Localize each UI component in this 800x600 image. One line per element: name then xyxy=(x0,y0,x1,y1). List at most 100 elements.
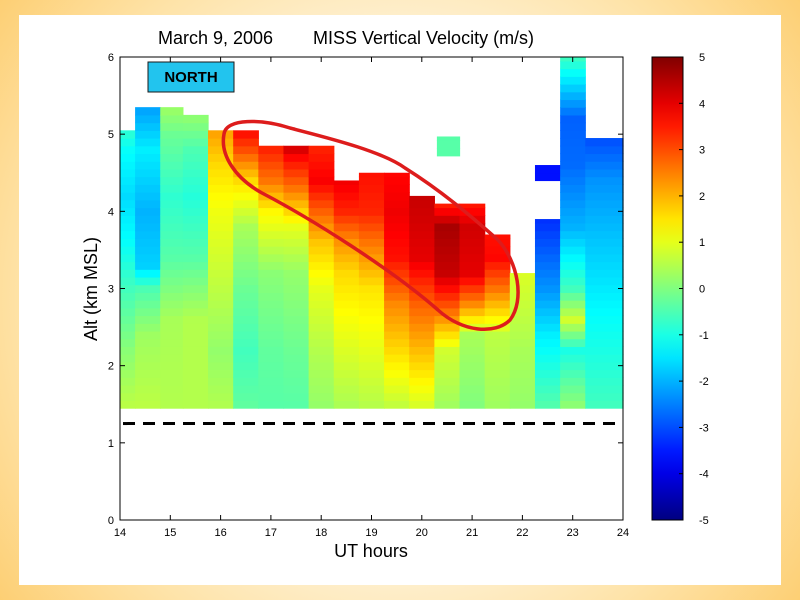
heatmap-cell xyxy=(160,392,184,401)
heatmap-cell xyxy=(434,369,461,378)
heatmap-cell xyxy=(409,199,435,209)
colorbar-tick-label: 1 xyxy=(699,237,705,249)
heatmap-cell xyxy=(233,230,259,239)
heatmap-cell xyxy=(160,261,184,270)
heatmap-cell xyxy=(283,330,310,340)
heatmap-cell xyxy=(459,354,486,363)
heatmap-cell xyxy=(560,138,586,147)
heatmap-cell xyxy=(560,284,586,293)
heatmap-cell xyxy=(283,346,310,355)
heatmap-cell xyxy=(283,292,310,301)
heatmap-cell xyxy=(585,238,624,247)
heatmap-cell xyxy=(384,215,410,224)
heatmap-cell xyxy=(160,114,184,124)
y-tick-label: 4 xyxy=(108,206,114,218)
heatmap-cell xyxy=(135,284,161,293)
heatmap-cell xyxy=(182,361,209,371)
heatmap-cell xyxy=(283,315,310,324)
heatmap-cell xyxy=(409,400,435,409)
heatmap-cell xyxy=(484,300,511,309)
heatmap-cell xyxy=(560,361,586,371)
heatmap-cell xyxy=(459,203,486,209)
heatmap-cell xyxy=(182,161,209,170)
heatmap-cell xyxy=(308,253,335,263)
heatmap-cell xyxy=(120,176,136,185)
heatmap-cell xyxy=(434,253,461,263)
heatmap-cell xyxy=(135,354,161,363)
heatmap-cell xyxy=(160,315,184,324)
heatmap-cell xyxy=(160,269,184,278)
heatmap-cell xyxy=(459,400,486,409)
x-tick-label: 24 xyxy=(617,527,629,539)
heatmap-cell xyxy=(258,400,285,409)
colorbar xyxy=(651,56,684,521)
heatmap-cell xyxy=(358,338,385,347)
heatmap-cell xyxy=(585,392,624,401)
heatmap-cell xyxy=(258,330,285,340)
heatmap-cell xyxy=(409,315,435,324)
heatmap-cell xyxy=(333,330,360,340)
heatmap-cell xyxy=(120,330,136,340)
heatmap-cell xyxy=(308,168,335,178)
heatmap-cell xyxy=(233,168,259,178)
colorbar-tick-label: -2 xyxy=(699,376,709,388)
heatmap-cell xyxy=(484,292,511,301)
heatmap-cell xyxy=(585,361,624,371)
x-tick-label: 19 xyxy=(365,527,377,539)
heatmap-cell xyxy=(135,307,161,317)
heatmap-cell xyxy=(182,253,209,263)
heatmap-cell xyxy=(534,172,561,182)
heatmap-cell xyxy=(409,369,435,378)
heatmap-cell xyxy=(182,246,209,255)
colorbar-ticks: 5 4 3 2 1 0 -1 -2 -3 -4 -5 xyxy=(679,52,709,527)
heatmap-cell xyxy=(258,369,285,378)
heatmap-cell xyxy=(120,145,136,155)
heatmap-cell xyxy=(534,219,561,224)
heatmap-cell xyxy=(283,230,310,239)
colorbar-tick-label: -4 xyxy=(699,469,709,481)
heatmap-cell xyxy=(585,207,624,216)
heatmap-cell xyxy=(384,199,410,209)
heatmap-cell xyxy=(534,253,561,263)
colorbar-tick-label: 5 xyxy=(699,52,705,64)
heatmap-cell xyxy=(208,222,234,232)
heatmap-cell xyxy=(283,392,310,401)
heatmap-cell xyxy=(160,384,184,394)
heatmap-cell xyxy=(560,68,586,77)
heatmap-cell xyxy=(333,354,360,363)
heatmap-cell xyxy=(384,246,410,255)
heatmap-cell xyxy=(358,238,385,247)
heatmap-cell xyxy=(182,354,209,363)
heatmap-cell xyxy=(258,377,285,386)
heatmap-cell xyxy=(160,369,184,378)
x-tick-label: 18 xyxy=(315,527,327,539)
heatmap-cell xyxy=(135,384,161,394)
heatmap-cell xyxy=(434,323,461,332)
heatmap-cell xyxy=(208,261,234,270)
heatmap-cell xyxy=(560,199,586,209)
heatmap-cell xyxy=(233,307,259,317)
heatmap-cell xyxy=(308,400,335,409)
heatmap-cell xyxy=(208,246,234,255)
heatmap-cell xyxy=(384,307,410,317)
heatmap-cell xyxy=(434,203,461,209)
heatmap-cell xyxy=(585,153,624,162)
heatmap-cell xyxy=(509,400,536,409)
heatmap-cell xyxy=(585,315,624,324)
heatmap-cell xyxy=(283,161,310,170)
heatmap-cell xyxy=(509,300,536,309)
heatmap-cell xyxy=(560,261,586,270)
heatmap-cell xyxy=(358,400,385,409)
heatmap-cell xyxy=(283,246,310,255)
heatmap-cell xyxy=(233,130,259,139)
y-axis-title: Alt (km MSL) xyxy=(81,237,101,341)
heatmap-cell xyxy=(384,346,410,355)
heatmap-cell xyxy=(560,114,586,124)
heatmap-cell xyxy=(358,307,385,317)
x-axis-title: UT hours xyxy=(334,541,408,561)
heatmap-cell xyxy=(560,369,586,378)
heatmap-cell xyxy=(208,346,234,355)
heatmap-cell xyxy=(409,215,435,224)
heatmap-cell xyxy=(233,199,259,209)
heatmap-cell xyxy=(208,207,234,216)
